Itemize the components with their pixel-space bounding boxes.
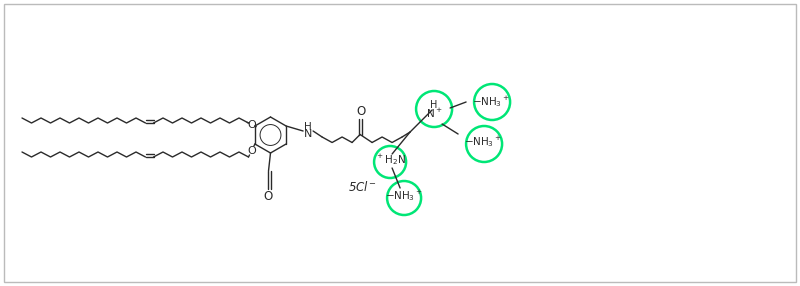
Text: $-$NH$_3$$^+$: $-$NH$_3$$^+$ xyxy=(464,134,502,150)
Text: $^+$H$_2$N: $^+$H$_2$N xyxy=(374,152,406,167)
Text: O: O xyxy=(247,120,256,130)
Text: H: H xyxy=(430,100,438,110)
Text: O: O xyxy=(356,105,366,118)
Text: N: N xyxy=(304,129,312,139)
Text: H: H xyxy=(304,122,312,132)
FancyBboxPatch shape xyxy=(4,4,796,282)
Text: 5Cl$^-$: 5Cl$^-$ xyxy=(348,180,377,194)
Text: N$^+$: N$^+$ xyxy=(426,106,442,120)
Text: O: O xyxy=(264,190,273,202)
Text: $-$NH$_3$$^+$: $-$NH$_3$$^+$ xyxy=(386,188,423,203)
Text: O: O xyxy=(247,146,256,156)
Text: $-$NH$_3$$^+$: $-$NH$_3$$^+$ xyxy=(472,95,510,110)
